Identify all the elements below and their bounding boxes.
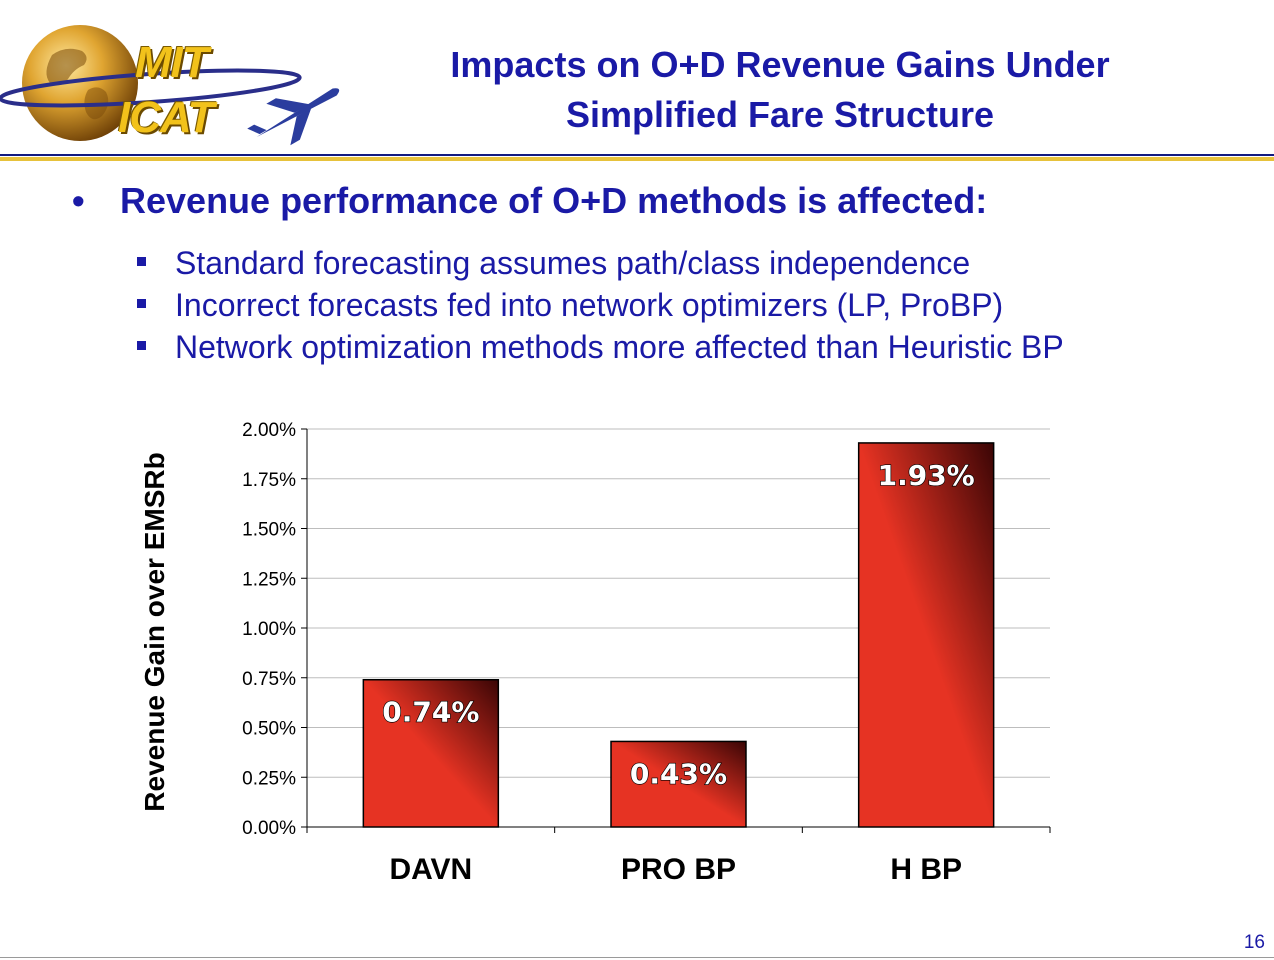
- square-bullet-icon: [137, 257, 146, 267]
- y-tick-label: 1.50%: [242, 520, 296, 541]
- x-category-label: PRO BP: [621, 853, 736, 886]
- bullet-dot-icon: •: [72, 180, 85, 221]
- globe-airplane-icon: [0, 25, 340, 146]
- bar-davn: [362, 678, 500, 828]
- bar-pro-bp: [610, 740, 747, 828]
- sub-bullet: Standard forecasting assumes path/class …: [137, 242, 1064, 284]
- sub-bullet: Incorrect forecasts fed into network opt…: [137, 284, 1064, 326]
- main-bullet-text: Revenue performance of O+D methods is af…: [120, 180, 988, 221]
- x-category-label: DAVN: [389, 853, 472, 886]
- header-divider-gold: [0, 157, 1274, 161]
- y-tick-label: 1.00%: [242, 619, 296, 640]
- main-bullet: • Revenue performance of O+D methods is a…: [72, 180, 987, 222]
- slide-title-line-1: Impacts on O+D Revenue Gains Under: [450, 44, 1110, 85]
- y-tick-label: 0.50%: [242, 719, 296, 740]
- page-number: 16: [1243, 932, 1265, 953]
- slide-title: Impacts on O+D Revenue Gains Under Simpl…: [360, 40, 1200, 140]
- square-bullet-icon: [137, 299, 146, 309]
- bars: [362, 442, 995, 828]
- header-divider: [0, 154, 1274, 156]
- y-tick-label: 0.00%: [242, 818, 296, 839]
- logo-icat-text: ICAT: [118, 93, 214, 142]
- y-tick-label: 0.25%: [242, 768, 296, 789]
- bar-data-label: 0.43%: [630, 757, 727, 790]
- x-category-label: H BP: [890, 853, 962, 886]
- y-tick-label: 0.75%: [242, 669, 296, 690]
- sub-bullet-text: Standard forecasting assumes path/class …: [175, 245, 971, 281]
- bar-data-label: 0.74%: [382, 696, 479, 729]
- slide-title-line-2: Simplified Fare Structure: [565, 94, 995, 135]
- y-tick-label: 1.75%: [242, 470, 296, 491]
- square-bullet-icon: [137, 341, 146, 351]
- bar-data-label: 1.93%: [878, 459, 975, 492]
- bar-h-bp: [857, 442, 995, 828]
- y-axis-title: Revenue Gain over EMSRb: [139, 452, 170, 811]
- sub-bullet-text: Network optimization methods more affect…: [175, 329, 1064, 365]
- footer-divider: [0, 957, 1274, 958]
- labels: 0.00% 0.25% 0.50% 0.75% 1.00% 1.25% 1.50% 1.75%…: [139, 420, 975, 886]
- sub-bullet-list: Standard forecasting assumes path/class …: [137, 242, 1064, 368]
- mit-icat-logo: MIT ICAT: [0, 20, 360, 150]
- sub-bullet: Network optimization methods more affect…: [137, 326, 1064, 368]
- logo-mit-text: MIT: [135, 38, 209, 87]
- sub-bullet-text: Incorrect forecasts fed into network opt…: [175, 287, 1004, 323]
- y-tick-label: 1.25%: [242, 569, 296, 590]
- y-tick-label: 2.00%: [242, 420, 296, 441]
